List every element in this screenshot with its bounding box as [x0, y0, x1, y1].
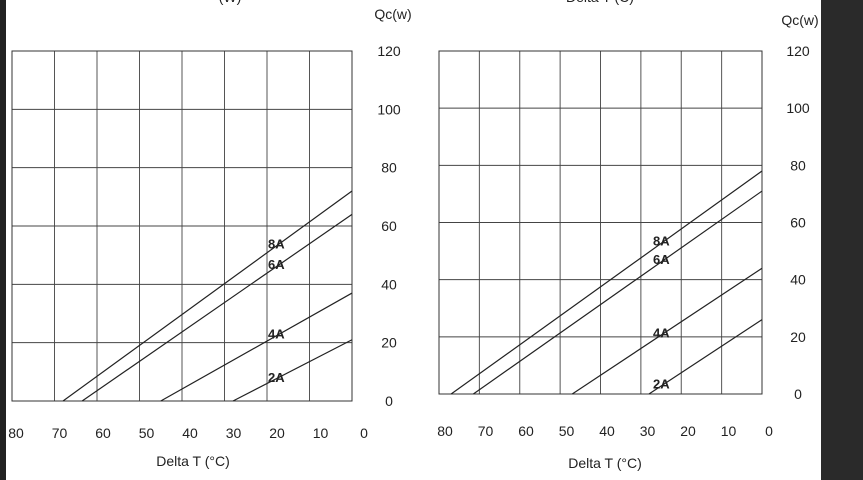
x-tick-label: 30 — [226, 425, 242, 441]
x-tick-label: 20 — [680, 423, 696, 439]
x-tick-label: 70 — [478, 423, 494, 439]
series-label-4A: 4A — [653, 326, 670, 341]
y-tick-label: 20 — [790, 329, 806, 345]
series-label-8A: 8A — [653, 234, 670, 249]
series-line-4A — [160, 292, 353, 402]
x-tick-label: 80 — [8, 425, 24, 441]
y-tick-label: 0 — [794, 386, 802, 402]
series-line-2A — [232, 339, 353, 402]
y-tick-label: 60 — [381, 218, 397, 234]
x-tick-label: 0 — [765, 423, 773, 439]
y-tick-label: 100 — [786, 100, 810, 116]
y-tick-label: 40 — [381, 276, 397, 292]
y-tick-label: 40 — [790, 272, 806, 288]
x-axis-label: Delta T (°C) — [568, 455, 642, 471]
y-tick-label: 120 — [786, 43, 810, 59]
left-window-border — [0, 0, 6, 480]
series-line-6A — [81, 213, 353, 402]
x-tick-label: 0 — [360, 425, 368, 441]
y-tick-label: 80 — [381, 160, 397, 176]
y-axis-label: Qc(w) — [374, 6, 411, 22]
y-tick-label: 0 — [385, 393, 393, 409]
series-label-4A: 4A — [268, 327, 285, 342]
x-tick-label: 50 — [139, 425, 155, 441]
series-line-8A — [62, 190, 353, 402]
x-tick-label: 70 — [52, 425, 68, 441]
top-partial-label-right: Delta T (C) — [566, 0, 634, 5]
series-label-2A: 2A — [653, 376, 670, 391]
series-line-4A — [571, 267, 763, 395]
series-label-2A: 2A — [268, 370, 285, 385]
y-tick-label: 20 — [381, 335, 397, 351]
series-line-8A — [450, 170, 763, 395]
y-tick-label: 80 — [790, 157, 806, 173]
series-line-6A — [472, 190, 763, 395]
x-tick-label: 40 — [599, 423, 615, 439]
series-label-6A: 6A — [653, 252, 670, 267]
x-tick-label: 60 — [518, 423, 534, 439]
x-tick-label: 10 — [313, 425, 329, 441]
series-label-6A: 6A — [268, 257, 285, 272]
y-axis-label: Qc(w) — [781, 12, 818, 28]
plot-border — [438, 50, 763, 395]
x-tick-label: 60 — [95, 425, 111, 441]
y-tick-label: 100 — [377, 101, 401, 117]
series-label-8A: 8A — [268, 236, 285, 251]
right-window-border — [821, 0, 863, 480]
x-tick-label: 50 — [559, 423, 575, 439]
x-tick-label: 40 — [182, 425, 198, 441]
x-tick-label: 30 — [640, 423, 656, 439]
y-tick-label: 120 — [377, 43, 401, 59]
x-tick-label: 80 — [437, 423, 453, 439]
x-axis-label: Delta T (°C) — [156, 453, 230, 469]
plot-border — [11, 50, 353, 402]
series-line-2A — [648, 319, 763, 395]
x-tick-label: 20 — [269, 425, 285, 441]
y-tick-label: 60 — [790, 215, 806, 231]
x-tick-label: 10 — [721, 423, 737, 439]
top-partial-label-left: (W) — [219, 0, 242, 5]
